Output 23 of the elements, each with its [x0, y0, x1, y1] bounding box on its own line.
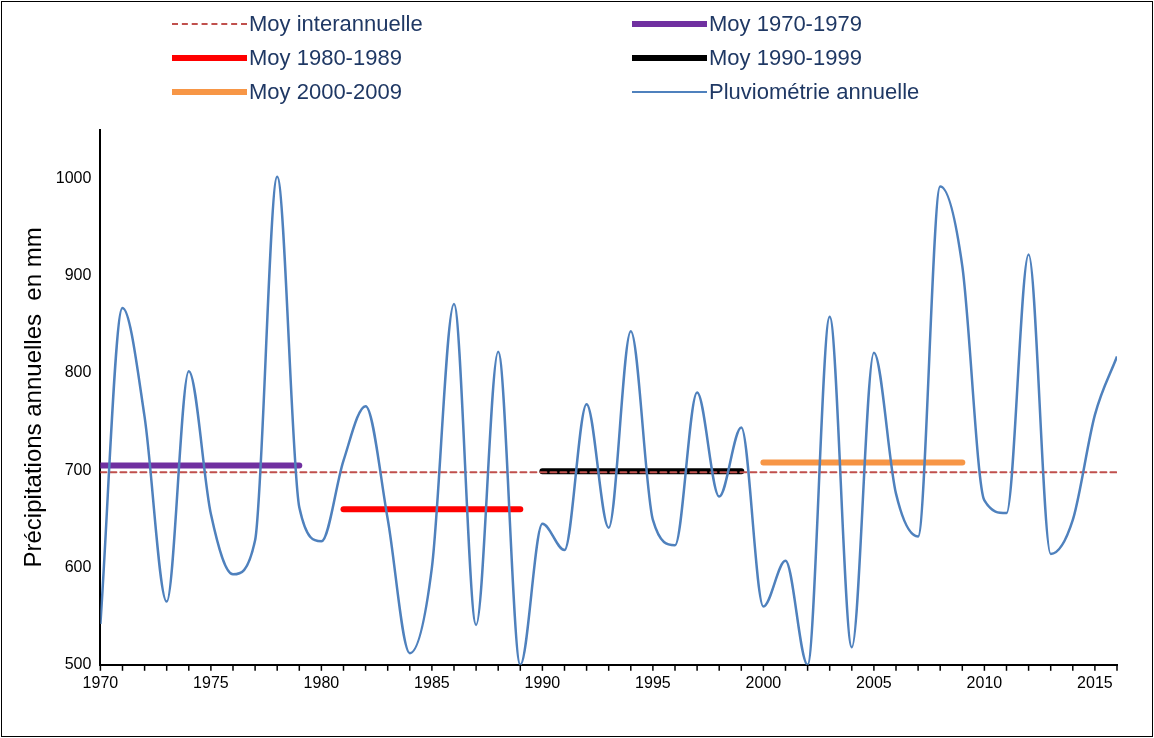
y-tick-label: 700 [64, 460, 92, 478]
x-tick-label: 1980 [303, 673, 340, 691]
legend-label: Moy 1970-1979 [709, 11, 862, 37]
y-tick-label: 500 [64, 655, 92, 673]
legend-label: Pluviométrie annuelle [709, 79, 920, 105]
y-tick-label: 1000 [55, 169, 92, 187]
y-axis-title: Précipitations annuelles en mm [19, 227, 47, 568]
legend-label: Moy 1990-1999 [709, 45, 862, 71]
y-tick-label: 800 [64, 363, 92, 381]
x-tick-label: 1995 [635, 673, 671, 691]
legend-label: Moy 1980-1989 [249, 45, 402, 71]
x-tick-label: 2015 [1077, 673, 1113, 691]
x-tick-label: 1975 [193, 673, 229, 691]
x-tick-label: 2000 [745, 673, 782, 691]
legend-label: Moy 2000-2009 [249, 79, 402, 105]
legend-label: Moy interannuelle [249, 11, 423, 37]
x-tick-label: 1970 [82, 673, 119, 691]
x-tick-label: 1985 [414, 673, 450, 691]
x-tick-label: 1990 [524, 673, 561, 691]
x-tick-label: 2005 [856, 673, 892, 691]
y-tick-label: 900 [64, 266, 92, 284]
y-tick-label: 600 [64, 557, 92, 575]
x-tick-label: 2010 [966, 673, 1003, 691]
